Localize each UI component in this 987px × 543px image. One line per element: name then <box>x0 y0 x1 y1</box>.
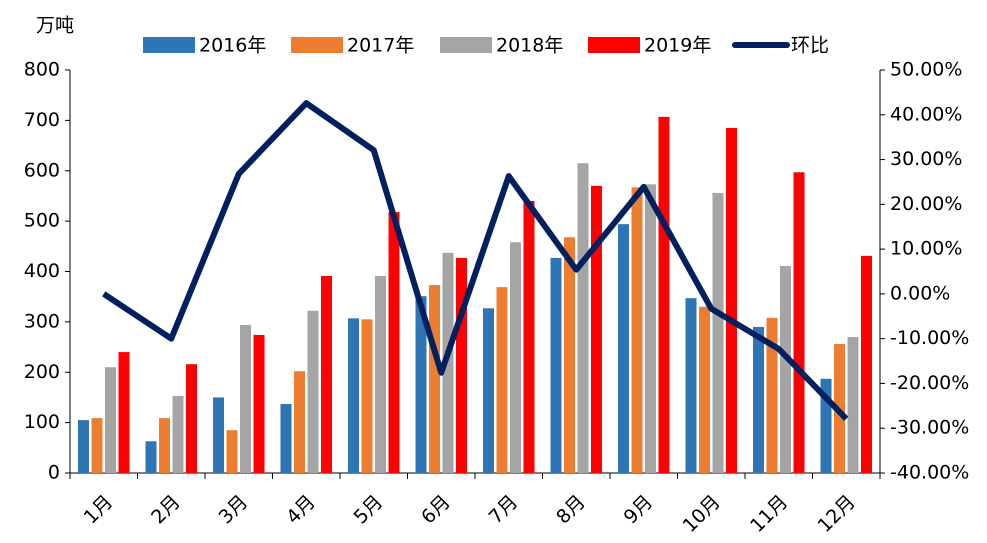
bar <box>159 418 170 473</box>
bar <box>631 187 643 473</box>
bar <box>361 319 373 473</box>
bar <box>780 265 791 473</box>
bar <box>766 317 778 473</box>
y2-tick-label: -10.00% <box>890 327 969 349</box>
bar <box>456 257 467 473</box>
bar <box>442 252 454 473</box>
bar <box>618 224 629 473</box>
y2-tick-label: 0.00% <box>890 282 950 304</box>
line <box>102 100 849 421</box>
bar <box>280 403 292 473</box>
x-tick-label: 12月 <box>814 491 860 537</box>
legend-label: 环比 <box>791 35 829 57</box>
x-tick-label: 3月 <box>215 491 253 529</box>
bar <box>429 285 440 473</box>
bar <box>726 127 737 474</box>
bar <box>820 378 832 473</box>
y2-tick-label: 40.00% <box>890 103 962 125</box>
bar <box>348 318 359 473</box>
y-tick-label: 0 <box>48 462 60 484</box>
legend-label: 2017年 <box>347 35 414 57</box>
bar <box>564 237 575 473</box>
bar <box>145 441 157 473</box>
bar <box>591 185 602 474</box>
x-tick-label: 9月 <box>620 491 658 529</box>
y-tick-label: 200 <box>24 361 60 383</box>
bar <box>753 326 764 473</box>
x-tick-label: 2月 <box>147 491 185 529</box>
legend-label: 2019年 <box>644 35 711 57</box>
bar <box>307 310 319 473</box>
bar <box>253 334 265 473</box>
x-tick-label: 4月 <box>282 491 320 529</box>
bar <box>658 116 670 473</box>
x-tick-label: 8月 <box>552 491 590 529</box>
bar <box>375 276 386 473</box>
y-axis-label: 万吨 <box>36 15 74 37</box>
bar <box>186 364 197 473</box>
x-tick-label: 10月 <box>679 491 725 537</box>
bar <box>105 367 116 473</box>
y-tick-label: 800 <box>24 59 60 81</box>
bar <box>847 336 859 473</box>
x-tick-label: 7月 <box>485 491 523 529</box>
x-tick-label: 11月 <box>746 491 792 537</box>
bar <box>226 430 238 473</box>
y-tick-label: 500 <box>24 210 60 232</box>
legend-swatch <box>440 37 492 53</box>
bar <box>294 371 305 473</box>
y2-tick-label: -20.00% <box>890 372 969 394</box>
bar <box>91 418 103 473</box>
bar <box>213 397 224 473</box>
x-tick-label: 5月 <box>350 491 388 529</box>
bar <box>388 212 400 473</box>
bar <box>712 192 724 474</box>
bar <box>483 308 494 473</box>
y-tick-label: 300 <box>24 310 60 332</box>
legend-label: 2016年 <box>199 35 266 57</box>
legend-swatch <box>588 37 640 53</box>
y2-tick-label: -30.00% <box>890 417 969 439</box>
y-tick-label: 600 <box>24 159 60 181</box>
bar <box>321 276 332 473</box>
bar <box>510 242 521 473</box>
bar <box>496 287 508 473</box>
bar <box>699 306 710 473</box>
y2-tick-label: 30.00% <box>890 148 962 170</box>
y2-tick-label: 50.00% <box>890 59 962 81</box>
bar <box>793 172 805 474</box>
y-tick-label: 100 <box>24 411 60 433</box>
legend-swatch <box>143 37 195 53</box>
bar <box>240 324 251 473</box>
x-tick-label: 1月 <box>80 491 118 529</box>
y2-tick-label: 10.00% <box>890 238 962 260</box>
bar <box>577 163 589 473</box>
y-tick-label: 700 <box>24 109 60 131</box>
y2-tick-label: 20.00% <box>890 193 962 215</box>
bar <box>645 184 656 473</box>
bar <box>118 352 130 473</box>
legend-label: 2018年 <box>496 35 563 57</box>
bar <box>172 395 184 473</box>
bar <box>523 200 535 473</box>
bar <box>78 420 89 473</box>
y-tick-label: 400 <box>24 260 60 282</box>
bar <box>415 296 427 473</box>
bar <box>550 257 562 473</box>
bar <box>685 298 697 473</box>
legend-swatch <box>291 37 343 53</box>
x-tick-label: 6月 <box>417 491 455 529</box>
bar <box>861 255 872 473</box>
y2-tick-label: -40.00% <box>890 462 969 484</box>
